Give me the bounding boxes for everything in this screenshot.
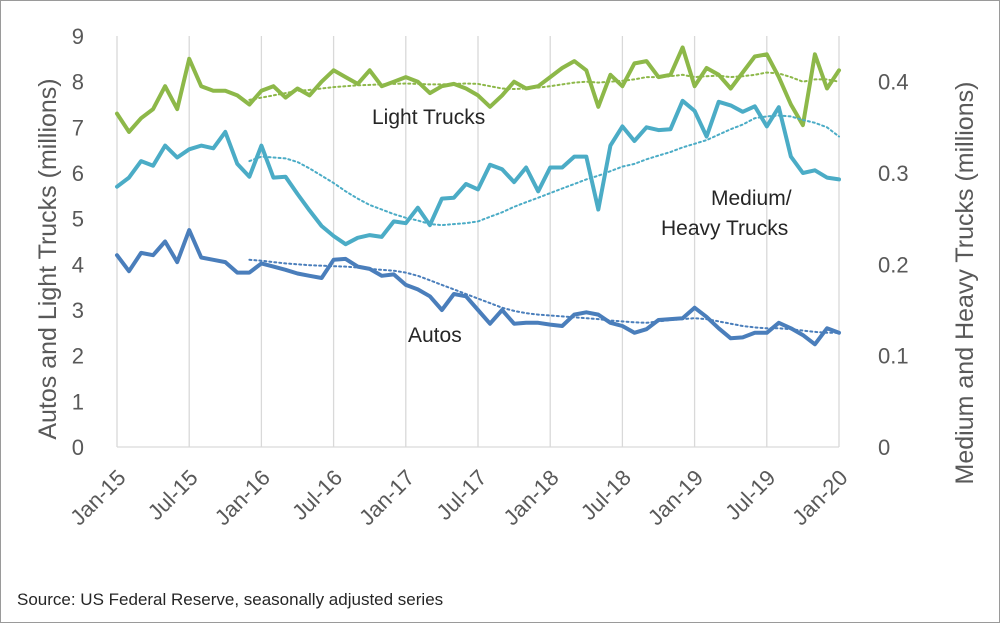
left-tick-label: 5 [72,207,84,232]
left-tick-label: 9 [72,24,84,49]
series-group [115,45,841,347]
left-tick-label: 7 [72,115,84,140]
series-label-medium-heavy-2: Heavy Trucks [661,217,788,240]
series-line-light-trucks [115,45,841,134]
trend-line-medium-heavy-trucks [248,114,840,227]
x-tick-label: Jul-19 [720,465,780,525]
left-axis-title: Autos and Light Trucks (millions) [34,78,62,439]
series-label-light-trucks: Light Trucks [372,106,485,129]
right-axis-ticks: 0 0.1 0.2 0.3 0.4 [878,70,909,460]
series-label-medium-heavy-1: Medium/ [711,187,792,210]
left-tick-label: 0 [72,435,84,460]
x-tick-label: Jan-18 [498,465,563,530]
x-tick-label: Jul-18 [576,465,636,525]
right-tick-label: 0.2 [878,252,909,277]
series-line-medium-heavy-trucks [115,98,841,247]
right-tick-label: 0 [878,435,890,460]
grid [116,36,840,448]
x-tick-label: Jul-17 [431,465,491,525]
right-axis-title: Medium and Heavy Trucks (millions) [951,82,979,485]
left-tick-label: 8 [72,70,84,95]
series-line-autos [115,228,841,347]
x-axis-ticks: Jan-15 Jul-15 Jan-16 Jul-16 Jan-17 Jul-17 Jan-… [65,465,852,530]
left-tick-label: 2 [72,344,84,369]
trend-line-autos [248,258,840,334]
left-tick-label: 3 [72,298,84,323]
series-label-autos: Autos [408,324,462,347]
right-tick-label: 0.3 [878,161,909,186]
x-tick-label: Jan-19 [643,465,708,530]
left-tick-label: 6 [72,161,84,186]
x-tick-label: Jan-16 [210,465,275,530]
x-tick-label: Jan-20 [787,465,852,530]
source-note: Source: US Federal Reserve, seasonally a… [17,590,444,609]
x-tick-label: Jul-16 [287,465,347,525]
x-tick-label: Jan-17 [354,465,419,530]
x-tick-label: Jul-15 [143,465,203,525]
left-tick-label: 1 [72,389,84,414]
right-tick-label: 0.1 [878,344,909,369]
x-tick-label: Jan-15 [65,465,130,530]
trend-line-light-trucks [248,71,840,101]
left-axis-ticks: 0 1 2 3 4 5 6 7 8 9 [72,24,84,460]
left-tick-label: 4 [72,252,84,277]
right-tick-label: 0.4 [878,70,909,95]
